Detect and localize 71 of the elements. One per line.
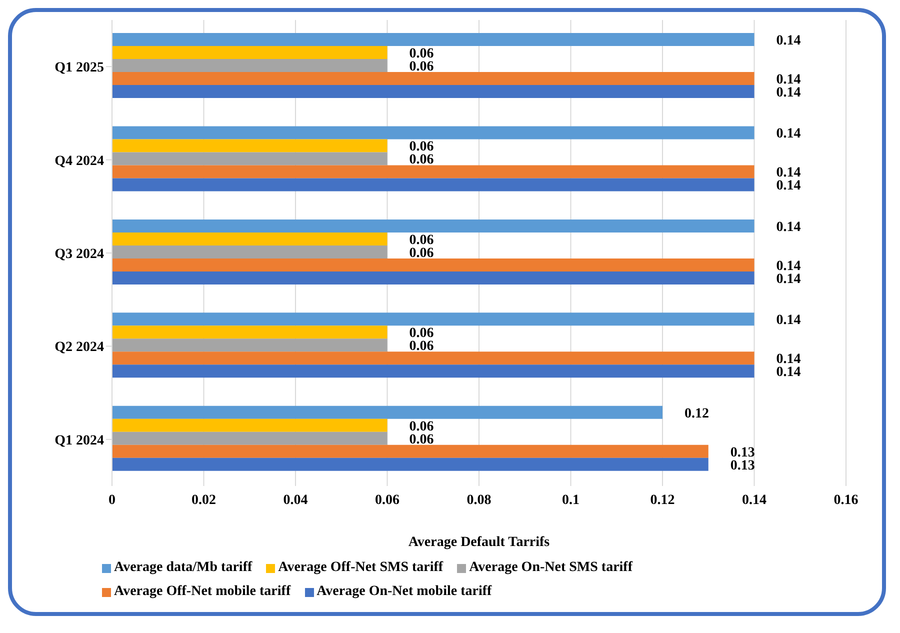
data-label: 0.14 xyxy=(776,178,801,194)
bar xyxy=(112,406,662,419)
bar xyxy=(112,165,754,178)
bar xyxy=(112,72,754,86)
data-label: 0.06 xyxy=(409,339,434,354)
y-tick-label: Q3 2024 xyxy=(54,246,104,262)
y-tick-label: Q1 2025 xyxy=(54,60,104,76)
bar xyxy=(112,139,388,152)
bar xyxy=(112,326,388,339)
data-label: 0.14 xyxy=(776,313,801,328)
bar xyxy=(112,46,388,60)
data-label: 0.14 xyxy=(776,258,801,274)
x-tick-label: 0.04 xyxy=(283,492,308,508)
x-axis-title: Average Default Tarrifs xyxy=(408,535,550,550)
bar xyxy=(112,258,754,272)
bar xyxy=(112,432,388,445)
y-tick-label: Q4 2024 xyxy=(54,154,104,169)
legend-label: Average Off-Net SMS tariff xyxy=(277,560,444,576)
bar xyxy=(112,126,754,140)
data-label: 0.06 xyxy=(409,326,434,342)
data-label: 0.14 xyxy=(776,86,801,101)
data-label: 0.14 xyxy=(776,272,801,287)
legend-label: Average On-Net SMS tariff xyxy=(468,560,633,576)
bar xyxy=(112,271,754,284)
data-label: 0.06 xyxy=(409,46,434,62)
legend-label: Average On-Net mobile tariff xyxy=(316,584,492,600)
x-tick-label: 0.14 xyxy=(742,492,766,508)
data-label: 0.06 xyxy=(409,419,434,434)
x-tick-label: 0 xyxy=(108,492,116,508)
x-tick-label: 0.1 xyxy=(562,492,580,508)
bar xyxy=(112,33,754,46)
y-tick-label: Q2 2024 xyxy=(54,340,104,356)
bar xyxy=(112,232,388,246)
data-label: 0.14 xyxy=(776,166,801,181)
bar xyxy=(112,312,754,326)
y-tick-label: Q1 2024 xyxy=(54,433,104,448)
legend-label: Average data/Mb tariff xyxy=(113,560,252,576)
x-tick-label: 0.16 xyxy=(834,492,858,508)
data-label: 0.06 xyxy=(409,60,434,75)
data-label: 0.14 xyxy=(776,34,801,49)
data-label: 0.06 xyxy=(409,152,434,168)
data-label: 0.06 xyxy=(409,140,434,155)
data-label: 0.06 xyxy=(409,432,434,448)
data-label: 0.14 xyxy=(776,220,801,235)
data-label: 0.13 xyxy=(730,458,755,474)
data-label: 0.14 xyxy=(776,352,801,368)
data-label: 0.13 xyxy=(730,445,755,460)
bar xyxy=(112,458,708,471)
data-label: 0.14 xyxy=(776,72,801,88)
bar xyxy=(112,219,754,232)
bar xyxy=(112,59,388,72)
x-tick-label: 0.08 xyxy=(466,492,492,508)
bar xyxy=(112,85,754,98)
rounded-frame: Average data/Mb tariff Average Off-Net SMS tariff Average On-Net SMS tariff Average Off-Net mobile tariff Average On-Net mobile tariff 0 0.02 0.04 0.06 0.08 0.1 0.12 0.14 0.16 Average Default Tarrifs Q1 2025 Q4 2024 Q3 2024 Q2 2024 Q1 2024 0.14 0.14 0.14 0.14 0.12 0.06 0.06 0.06 0.06 0.06 0.06 0.06 0.06 0.06 0.06 0.14 0.14 0.14 0.14 0.13 0.14 0.14 0.14 0.14 0.13 xyxy=(8,8,886,616)
bar xyxy=(112,152,388,166)
data-label: 0.06 xyxy=(409,246,434,261)
bar xyxy=(112,245,388,258)
bar xyxy=(112,444,708,458)
data-label: 0.06 xyxy=(409,232,434,248)
x-tick-label: 0.12 xyxy=(650,492,675,508)
x-tick-label: 0.06 xyxy=(375,492,400,508)
data-label: 0.12 xyxy=(684,406,709,422)
bar xyxy=(112,178,754,192)
bar xyxy=(112,352,754,365)
bar xyxy=(112,338,388,352)
bar xyxy=(112,364,754,378)
data-label: 0.14 xyxy=(776,126,801,142)
bar xyxy=(112,418,388,432)
x-tick-label: 0.02 xyxy=(192,492,216,508)
legend-label: Average Off-Net mobile tariff xyxy=(113,584,291,600)
data-label: 0.14 xyxy=(776,365,801,380)
